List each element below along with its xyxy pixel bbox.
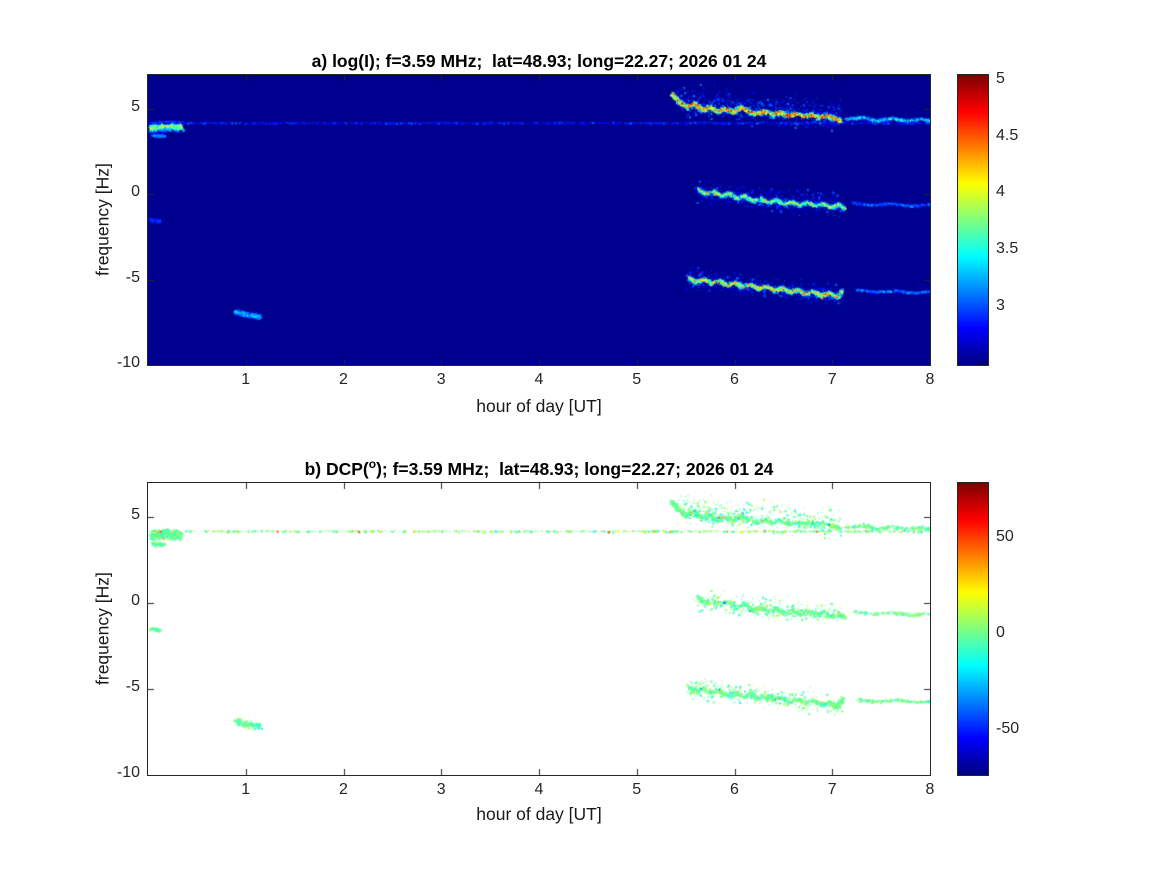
x-tick-label-a: 1: [241, 371, 251, 388]
panel-b-x-axis-label: hour of day [UT]: [476, 804, 602, 824]
y-tick-label-b: -5: [125, 678, 140, 696]
x-tick-label-a: 7: [827, 371, 837, 388]
x-tick-label-b: 6: [730, 781, 739, 798]
panel-a-y-axis-label: frequency [Hz]: [92, 163, 113, 277]
colorbar-tick-label-b: -50: [996, 719, 1020, 737]
panel-b-colorbar-gradient: [958, 483, 988, 775]
panel-b-title-prefix: b) DCP(: [304, 458, 369, 479]
colorbar-tick-label-b: 0: [996, 623, 1005, 641]
x-tick-label-a: 2: [339, 371, 348, 388]
y-tick-label-b: 5: [131, 506, 140, 524]
panel-a-plot-area: [147, 74, 931, 366]
panel-b-title-suffix: ); f=3.59 MHz; lat=48.93; long=22.27; 20…: [376, 458, 774, 479]
panel-b-plot-area: [147, 482, 931, 776]
panel-a-spectrogram-canvas: [148, 75, 930, 365]
y-tick-label-a: -5: [125, 268, 140, 286]
panel-a-x-axis-label: hour of day [UT]: [476, 396, 602, 416]
x-tick-label-b: 8: [925, 781, 935, 798]
x-tick-label-b: 4: [534, 781, 544, 798]
panel-a-title-prefix: a) log(I); f=3.59 MHz; lat=48.93; long=2…: [311, 50, 767, 71]
panel-a-title: a) log(I); f=3.59 MHz; lat=48.93; long=2…: [148, 49, 930, 72]
x-tick-label-a: 5: [632, 371, 642, 388]
colorbar-tick-label-a: 3: [996, 297, 1005, 315]
x-tick-label-b: 7: [827, 781, 837, 798]
colorbar-tick-label-a: 4.5: [996, 126, 1019, 144]
panel-a-colorbar: [957, 74, 989, 366]
x-tick-label-b: 3: [436, 781, 446, 798]
x-tick-label-a: 8: [925, 371, 935, 388]
panel-a-colorbar-gradient: [958, 75, 988, 365]
x-tick-label-b: 5: [632, 781, 642, 798]
panel-b-y-axis-label: frequency [Hz]: [92, 572, 113, 686]
colorbar-tick-label-a: 4: [996, 183, 1005, 201]
y-tick-label-a: 0: [131, 183, 140, 201]
x-tick-label-b: 2: [339, 781, 348, 798]
x-tick-label-b: 1: [241, 781, 251, 798]
panel-b-title: b) DCP(o); f=3.59 MHz; lat=48.93; long=2…: [148, 457, 930, 480]
panel-b-title-sup: o: [368, 456, 377, 471]
panel-b-spectrogram-canvas: [148, 483, 930, 775]
colorbar-tick-label-a: 5: [996, 69, 1005, 87]
x-tick-label-a: 4: [534, 371, 544, 388]
colorbar-tick-label-a: 3.5: [996, 240, 1019, 258]
x-tick-label-a: 3: [436, 371, 446, 388]
panel-b-colorbar: [957, 482, 989, 776]
y-tick-label-b: 0: [131, 592, 140, 610]
y-tick-label-a: 5: [131, 98, 140, 116]
x-tick-label-a: 6: [730, 371, 739, 388]
colorbar-tick-label-b: 50: [996, 527, 1014, 545]
y-tick-label-a: -10: [116, 354, 140, 371]
y-tick-label-b: -10: [116, 764, 140, 781]
